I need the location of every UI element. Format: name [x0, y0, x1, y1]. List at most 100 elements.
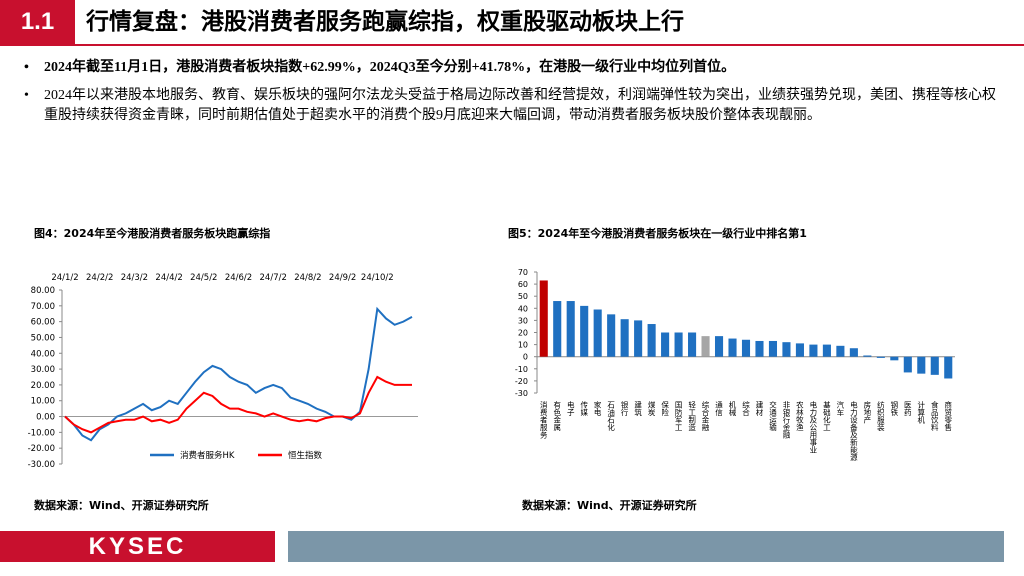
x-tick-label: 商贸零售: [944, 400, 953, 433]
y-tick-label: 70.00: [31, 302, 55, 312]
x-tick-label: 银行: [620, 401, 629, 418]
x-tick-label: 传媒: [579, 400, 588, 418]
chart-title: 图4：2024年至今港股消费者服务板块跑赢综指: [34, 226, 270, 240]
bar: [782, 342, 791, 357]
bar: [566, 301, 575, 357]
charts: 图4：2024年至今港股消费者服务板块跑赢综指数据来源：Wind、开源证券研究所…: [28, 226, 955, 512]
bar: [930, 356, 939, 375]
y-tick-label: -20: [515, 377, 528, 386]
x-tick-label: 汽车: [836, 400, 845, 418]
x-tick-label: 24/5/2: [190, 273, 217, 283]
x-tick-label: 电力及公用事业: [809, 400, 818, 454]
x-tick-label: 轻工制造: [687, 400, 696, 433]
y-tick-label: 80.00: [31, 286, 55, 296]
bar: [876, 356, 885, 358]
source: 数据来源：Wind、开源证券研究所: [522, 498, 697, 512]
x-tick-label: 建材: [755, 400, 764, 417]
y-tick-label: -20.00: [28, 444, 55, 454]
bar: [607, 314, 616, 357]
bar: [728, 338, 737, 357]
x-tick-label: 有色金属: [552, 400, 561, 433]
x-tick-label: 非银行金融: [782, 400, 791, 440]
x-tick-label: 国防军工: [674, 401, 683, 432]
y-tick-label: 10: [518, 341, 528, 350]
bar: [647, 324, 656, 357]
y-tick-label: 40: [518, 304, 528, 313]
section-number: 1.1: [0, 0, 75, 44]
bar: [620, 319, 629, 357]
bar: [580, 305, 589, 357]
bullet: 2024年以来港股本地服务、教育、娱乐板块的强阿尔法龙头受益于格局边际改善和经营…: [22, 86, 1004, 126]
bar: [539, 280, 548, 357]
y-tick-label: 20: [518, 329, 528, 338]
x-tick-label: 电力设备及新能源: [849, 400, 858, 463]
y-tick-label: 70: [518, 268, 528, 277]
x-tick-label: 医药: [903, 401, 912, 418]
source: 数据来源：Wind、开源证券研究所: [34, 498, 209, 512]
x-tick-label: 农林牧渔: [795, 400, 804, 432]
bar: [890, 356, 899, 361]
bar: [944, 356, 953, 379]
x-tick-label: 食品饮料: [930, 400, 939, 433]
series-line: [64, 375, 412, 434]
bar: [701, 336, 710, 357]
x-tick-label: 通信: [714, 400, 723, 418]
x-tick-label: 钢铁: [890, 400, 899, 418]
bar: [755, 340, 764, 357]
x-tick-label: 房地产: [863, 400, 872, 425]
header-title: 行情复盘：港股消费者服务跑赢综指，权重股驱动板块上行: [86, 9, 684, 35]
x-tick-label: 机械: [728, 400, 737, 418]
y-tick-label: 50: [518, 292, 528, 301]
bar: [741, 339, 751, 357]
x-tick-label: 24/10/2: [361, 273, 394, 283]
x-tick-label: 消费者服务: [539, 400, 548, 440]
x-tick-label: 24/2/2: [86, 273, 113, 283]
x-tick-label: 煤炭: [647, 400, 656, 418]
bar: [917, 356, 926, 374]
bar: [822, 344, 831, 357]
x-tick-label: 综合金融: [701, 400, 710, 433]
x-tick-label: 基础化工: [822, 400, 831, 432]
y-tick-label: 40.00: [31, 349, 55, 359]
x-tick-label: 家电: [593, 400, 602, 417]
y-tick-label: 30: [518, 316, 528, 325]
legend-label: 恒生指数: [288, 450, 323, 461]
bar: [903, 356, 912, 373]
y-tick-label: 0.00: [36, 413, 55, 423]
x-tick-label: 24/4/2: [155, 273, 182, 283]
x-tick-label: 保险: [660, 401, 669, 418]
bar: [661, 332, 670, 357]
y-tick-label: 30.00: [31, 365, 55, 375]
x-tick-label: 电子: [566, 400, 575, 417]
bar: [768, 340, 778, 357]
header: 1.1 行情复盘：港股消费者服务跑赢综指，权重股驱动板块上行: [0, 0, 1024, 46]
y-tick-label: -30.00: [28, 460, 55, 470]
x-tick-label: 24/3/2: [121, 273, 148, 283]
x-tick-label: 计算机: [917, 400, 926, 425]
bar: [795, 343, 804, 357]
bullet: 2024年截至11月1日，港股消费者板块指数+62.99%，2024Q3至今分别…: [22, 58, 1004, 78]
footer-bar: [288, 531, 1004, 562]
legend-label: 消费者服务HK: [180, 450, 235, 461]
bar: [714, 336, 724, 357]
bar: [674, 332, 683, 357]
x-tick-label: 24/8/2: [294, 273, 321, 283]
x-tick-label: 24/9/2: [329, 273, 356, 283]
x-tick-label: 24/1/2: [51, 273, 78, 283]
x-tick-label: 24/6/2: [225, 273, 252, 283]
bar: [593, 309, 602, 357]
bar: [688, 332, 697, 357]
bar: [553, 301, 562, 357]
chart-title: 图5：2024年至今港股消费者服务板块在一级行业中排名第1: [508, 226, 807, 240]
bar: [863, 355, 872, 357]
y-tick-label: 60: [518, 280, 528, 289]
bar: [849, 348, 858, 357]
x-tick-label: 交通运输: [768, 400, 777, 433]
y-tick-label: 0: [523, 353, 528, 362]
y-tick-label: 10.00: [31, 397, 55, 407]
y-tick-label: -30: [515, 389, 528, 398]
bar: [836, 345, 845, 357]
bar: [634, 320, 643, 357]
y-tick-label: -10: [515, 365, 528, 374]
